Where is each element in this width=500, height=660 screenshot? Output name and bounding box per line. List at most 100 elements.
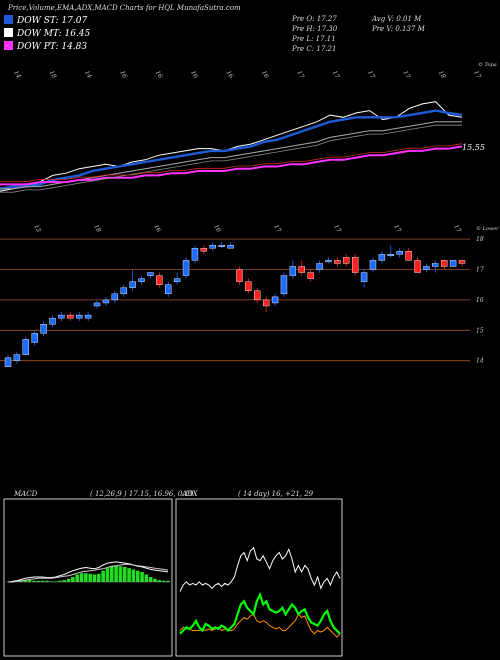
candle-body [165, 284, 172, 295]
candle-body [129, 281, 136, 288]
macd-histogram-bar [105, 568, 110, 582]
candle-body [378, 254, 386, 261]
candle-body [440, 260, 448, 267]
top-date-label: 16 [154, 70, 164, 80]
top-date-label: 16 [189, 70, 199, 80]
candle-body [262, 299, 270, 307]
bottom-date-label: 13 [32, 224, 42, 234]
legend-label-dow-mt: DOW MT: 16.45 [17, 29, 91, 39]
top-date-label: 17 [295, 70, 305, 80]
stat-prev-low: Pre L: 17.11 [292, 35, 336, 43]
adx-label: ADX [182, 490, 198, 498]
candle-body [4, 357, 12, 367]
candle-body [405, 251, 412, 261]
candle-body [84, 314, 92, 319]
legend-item-dow-pt: DOW PT: 14.83 [4, 41, 87, 52]
ema-line-tertiary [0, 143, 463, 183]
adx-line-adx [179, 591, 341, 635]
candle-body [289, 266, 297, 276]
candle-body [111, 293, 119, 301]
macd-histogram-bar [92, 574, 97, 582]
candle-body [298, 266, 305, 273]
macd-histogram-bar [140, 571, 144, 582]
macd-params: ( 12,26,9 ) 17.15, 16.96, 0.19 [90, 490, 194, 498]
candle-body [22, 339, 30, 355]
macd-histogram-bar [166, 580, 170, 582]
candle-y-label: 17 [476, 267, 484, 274]
legend-swatch-dow-mt [4, 28, 13, 37]
candle-body [343, 257, 350, 264]
candle-body [227, 244, 234, 249]
page-title: Price,Volume,EMA,ADX,MACD Charts for HQL… [8, 4, 241, 12]
macd-histogram-bar [101, 570, 105, 582]
candle-body [49, 317, 56, 325]
candle-y-label: 18 [476, 236, 484, 243]
legend-swatch-dow-st [4, 15, 13, 24]
lower-panel-tag: © Lower [476, 226, 499, 232]
macd-histogram-bar [62, 580, 67, 582]
top-date-label: 17 [401, 70, 411, 80]
candle-body [351, 257, 359, 273]
top-date-label: 16 [118, 70, 128, 80]
macd-histogram-bar [27, 580, 32, 582]
stat-prev-open: Pre O: 17.27 [292, 15, 337, 23]
candle-body [271, 296, 279, 304]
stat-prev-volume: Pre V: 0.137 M [372, 25, 425, 33]
candle-body [200, 248, 208, 252]
candle-body [280, 275, 288, 295]
macd-histogram-bar [45, 580, 49, 582]
candle-body [67, 314, 74, 319]
candle-body [423, 266, 430, 270]
candle-body [120, 287, 127, 295]
candle-body [432, 263, 439, 267]
bottom-date-label: 16 [152, 224, 162, 234]
macd-histogram-bar [135, 570, 140, 582]
candle-body [369, 260, 377, 270]
macd-histogram-bar [53, 581, 58, 582]
top-date-label: 17 [366, 70, 376, 80]
macd-histogram-bar [144, 574, 149, 582]
macd-histogram-bar [131, 569, 136, 582]
macd-histogram-bar [40, 580, 45, 582]
macd-histogram-bar [148, 576, 153, 582]
legend-swatch-dow-pt [4, 41, 13, 50]
candle-body [76, 314, 83, 319]
candle-body [191, 248, 199, 261]
candle-y-label: 16 [476, 297, 484, 304]
macd-line-macd [7, 561, 169, 583]
macd-histogram-bar [157, 580, 162, 582]
candle-body [138, 278, 145, 282]
candle-body [13, 354, 21, 361]
candle-body [254, 290, 261, 301]
top-date-label: 14 [83, 70, 93, 80]
candle-body [316, 263, 323, 270]
macd-histogram-bar [118, 566, 123, 582]
macd-histogram-bar [122, 566, 127, 582]
macd-line-signal [8, 563, 169, 583]
candle-body [245, 281, 252, 291]
bottom-date-label: 17 [392, 224, 402, 234]
candle-body [173, 278, 181, 282]
bottom-date-label: 17 [332, 224, 342, 234]
candle-body [31, 333, 38, 343]
candle-body [218, 244, 225, 247]
stat-prev-high: Pre H: 17.30 [292, 25, 338, 33]
candle-body [396, 251, 403, 255]
legend-label-dow-pt: DOW PT: 14.83 [17, 42, 88, 52]
adx-panel-frame [175, 498, 343, 657]
macd-histogram-bar [32, 580, 36, 582]
bottom-date-label: 18 [92, 224, 102, 234]
legend-item-dow-mt: DOW MT: 16.45 [4, 28, 90, 39]
upper-panel-tag: © Topa [478, 62, 497, 68]
macd-histogram-bar [58, 580, 62, 582]
top-date-label: 17 [472, 70, 482, 80]
macd-histogram-bar [36, 580, 41, 582]
candle-body [325, 260, 332, 263]
candle-body [458, 260, 466, 264]
candle-body [209, 244, 216, 249]
candle-body [58, 314, 65, 319]
macd-histogram-bar [114, 565, 118, 582]
top-date-label: 16 [225, 70, 235, 80]
stat-prev-close: Pre C: 17.21 [292, 45, 337, 53]
macd-histogram-bar [19, 580, 23, 582]
